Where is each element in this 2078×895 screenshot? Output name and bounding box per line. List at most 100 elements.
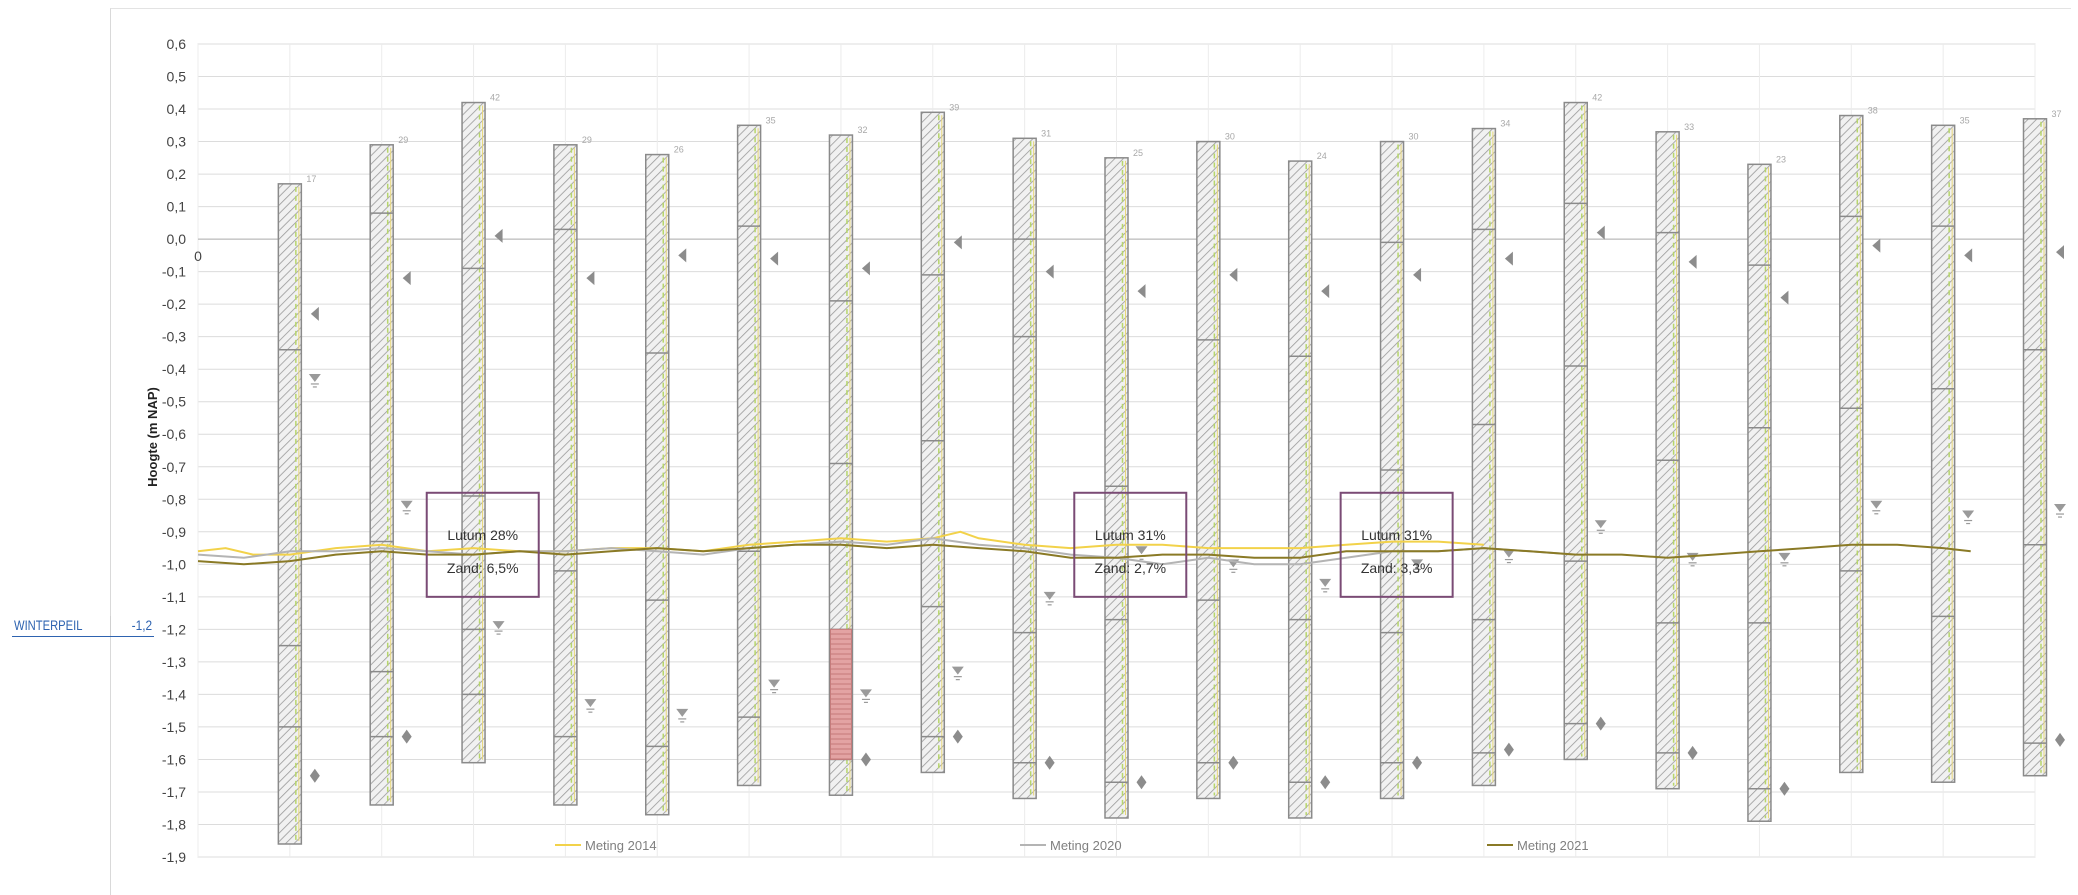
y-tick-label: 0,3	[167, 134, 187, 150]
legend-item: Meting 2014	[555, 838, 657, 853]
boring-column: 23	[1747, 154, 1786, 822]
boring-label: 29	[398, 135, 408, 145]
series-line	[197, 543, 1971, 566]
groundwater-marker	[2054, 504, 2066, 513]
boring-body	[920, 111, 946, 774]
boring-label: 35	[1960, 115, 1970, 125]
lower-level-marker	[1228, 755, 1239, 770]
boring-column: 38	[1839, 106, 1878, 774]
boring-label: 30	[1409, 132, 1419, 142]
y-tick-label: 0,6	[167, 36, 187, 52]
y-tick-label: -0,4	[162, 361, 186, 377]
annotation-box: Lutum 31% Zand: 3,3%	[1339, 491, 1454, 598]
winterpeil-separator	[110, 616, 111, 636]
water-level-marker	[678, 248, 687, 263]
y-tick-label: -0,6	[162, 426, 186, 442]
water-level-marker	[1688, 254, 1697, 269]
water-level-marker	[310, 306, 319, 321]
water-level-marker	[1596, 225, 1605, 240]
boring-column: 30	[1196, 132, 1235, 800]
boring-column: 17	[277, 174, 316, 845]
boring-body	[1563, 101, 1588, 761]
groundwater-marker	[492, 621, 505, 630]
groundwater-marker	[584, 699, 597, 708]
groundwater-marker	[1319, 578, 1332, 587]
y-tick-label: -1,0	[162, 556, 186, 572]
boring-body	[2022, 118, 2048, 777]
boring-body	[645, 153, 670, 816]
lower-level-marker	[401, 729, 412, 744]
annotation-line-1: Lutum 31%	[1095, 527, 1166, 543]
boring-label: 35	[766, 115, 776, 125]
y-tick-label: -0,9	[162, 524, 186, 540]
y-tick-label: -0,8	[162, 491, 186, 507]
water-level-marker	[1964, 248, 1973, 263]
y-tick-label: -0,7	[162, 459, 186, 475]
annotation-line-1: Lutum 28%	[447, 527, 518, 543]
boring-column: 37	[2022, 109, 2062, 777]
water-level-marker	[1504, 251, 1513, 266]
y-tick-label: -1,9	[162, 849, 186, 865]
boring-label: 37	[2051, 109, 2061, 119]
boring-label: 17	[306, 174, 316, 184]
water-level-marker	[1137, 284, 1146, 299]
y-axis: 0,6 0,5 0,4 0,3 0,2 0,1 0,0 -0,1 -0,2 -0,3 -0,4 -0,…	[162, 36, 186, 865]
y-tick-label: -1,7	[162, 784, 186, 800]
water-level-marker	[586, 271, 595, 286]
boring-column: 35	[736, 115, 776, 787]
water-level-marker	[1229, 267, 1238, 282]
water-level-marker	[861, 261, 870, 276]
boring-column: 31	[1012, 128, 1051, 800]
winterpeil-value: -1,2	[131, 617, 152, 633]
boring-body	[553, 144, 578, 806]
annotations: Lutum 28%Zand: 6,5%Lutum 31%Zand: 2,7%Lu…	[425, 491, 1454, 598]
lower-level-marker	[1779, 781, 1790, 796]
lower-level-marker	[1503, 742, 1514, 757]
boring-label: 39	[949, 102, 959, 112]
y-tick-label: -0,1	[162, 264, 186, 280]
boring-label: 31	[1041, 128, 1051, 138]
annotation-line-2: Zand: 6,5%	[447, 560, 519, 576]
boring-body	[1930, 124, 1956, 783]
annotation-line-2: Zand: 3,3%	[1361, 560, 1433, 576]
water-level-marker	[402, 271, 411, 286]
legend-item: Meting 2021	[1487, 838, 1589, 853]
groundwater-marker	[1135, 546, 1148, 555]
boring-body	[461, 101, 486, 764]
water-level-marker	[770, 251, 779, 266]
winterpeil-label: WINTERPEIL	[14, 617, 83, 633]
legend: Meting 2014 Meting 2020 Meting 2021	[555, 838, 1589, 853]
water-level-marker	[1780, 290, 1789, 305]
y-tick-label: -1,5	[162, 719, 186, 735]
annotation-frame	[425, 491, 540, 598]
boring-label: 30	[1225, 132, 1235, 142]
lower-level-marker	[2055, 732, 2065, 747]
boring-column: 25	[1104, 148, 1143, 819]
water-level-marker	[1045, 264, 1054, 279]
x-tick-label: 0	[194, 248, 202, 264]
annotation-frame	[1339, 491, 1454, 598]
boring-column: 24	[1287, 151, 1327, 819]
y-tick-label: -1,6	[162, 751, 186, 767]
water-level-marker	[2056, 245, 2064, 260]
water-level-marker	[1872, 238, 1881, 253]
boring-column: 39	[920, 102, 959, 774]
boring-column: 30	[1379, 132, 1419, 800]
annotation-box: Lutum 31% Zand: 2,7%	[1073, 491, 1188, 598]
boring-label: 24	[1317, 151, 1327, 161]
groundwater-marker	[859, 689, 872, 698]
boring-label: 42	[490, 93, 500, 103]
boring-column: 29	[369, 135, 408, 806]
legend-label: Meting 2020	[1050, 838, 1122, 853]
water-level-marker	[1321, 284, 1330, 299]
peat-layer	[829, 628, 852, 760]
y-tick-label: -1,3	[162, 654, 186, 670]
boring-body	[369, 144, 394, 806]
boring-label: 42	[1592, 93, 1602, 103]
lower-level-marker	[1687, 745, 1698, 760]
boring-label: 25	[1133, 148, 1143, 158]
boring-label: 26	[674, 145, 684, 155]
water-level-marker	[1413, 267, 1422, 282]
boring-body	[1012, 137, 1037, 800]
